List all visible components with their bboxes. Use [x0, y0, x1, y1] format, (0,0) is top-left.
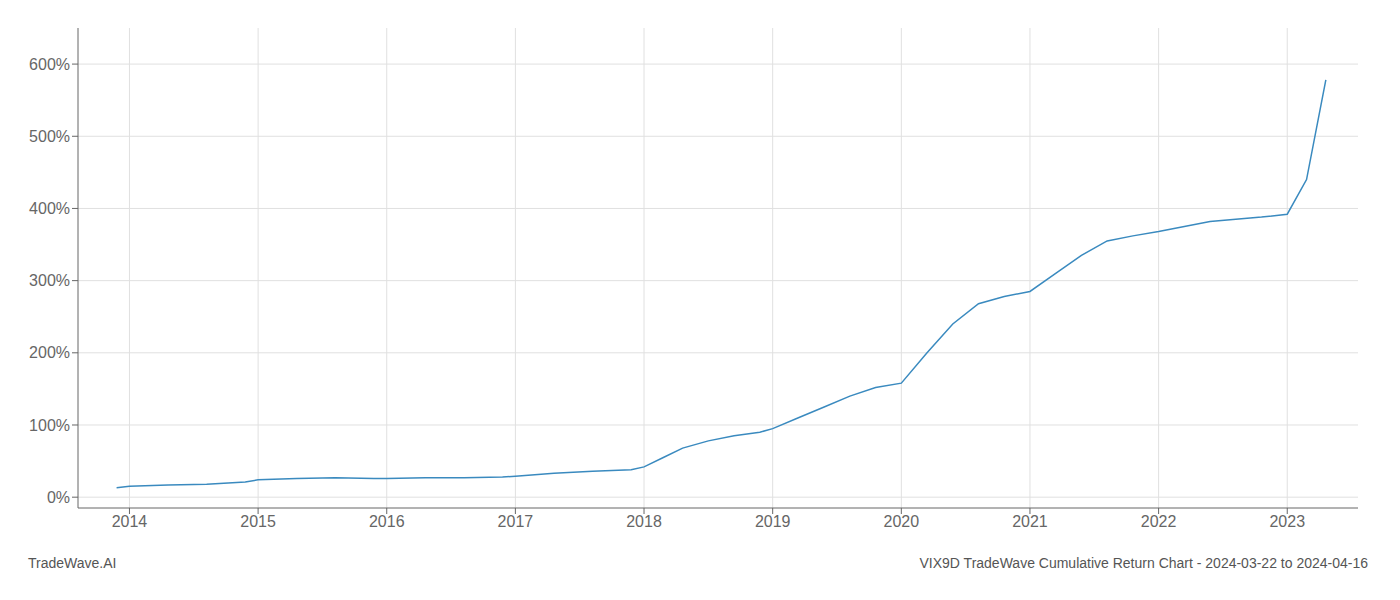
- svg-text:2014: 2014: [112, 513, 148, 530]
- svg-text:2019: 2019: [755, 513, 791, 530]
- svg-text:2021: 2021: [1012, 513, 1048, 530]
- svg-text:2015: 2015: [240, 513, 276, 530]
- svg-text:500%: 500%: [29, 128, 70, 145]
- svg-text:2017: 2017: [498, 513, 534, 530]
- svg-text:100%: 100%: [29, 417, 70, 434]
- svg-text:2016: 2016: [369, 513, 405, 530]
- svg-text:300%: 300%: [29, 272, 70, 289]
- svg-text:2022: 2022: [1141, 513, 1177, 530]
- html-text:TradeWave.AI: TradeWave.AI: [28, 555, 117, 571]
- html-text:VIX9D TradeWave Cumulative Ret: VIX9D TradeWave Cumulative Return Chart …: [919, 555, 1368, 571]
- svg-text:600%: 600%: [29, 56, 70, 73]
- svg-text:2023: 2023: [1269, 513, 1305, 530]
- svg-text:0%: 0%: [47, 489, 70, 506]
- svg-text:200%: 200%: [29, 344, 70, 361]
- svg-text:2018: 2018: [626, 513, 662, 530]
- svg-text:400%: 400%: [29, 200, 70, 217]
- svg-text:2020: 2020: [884, 513, 920, 530]
